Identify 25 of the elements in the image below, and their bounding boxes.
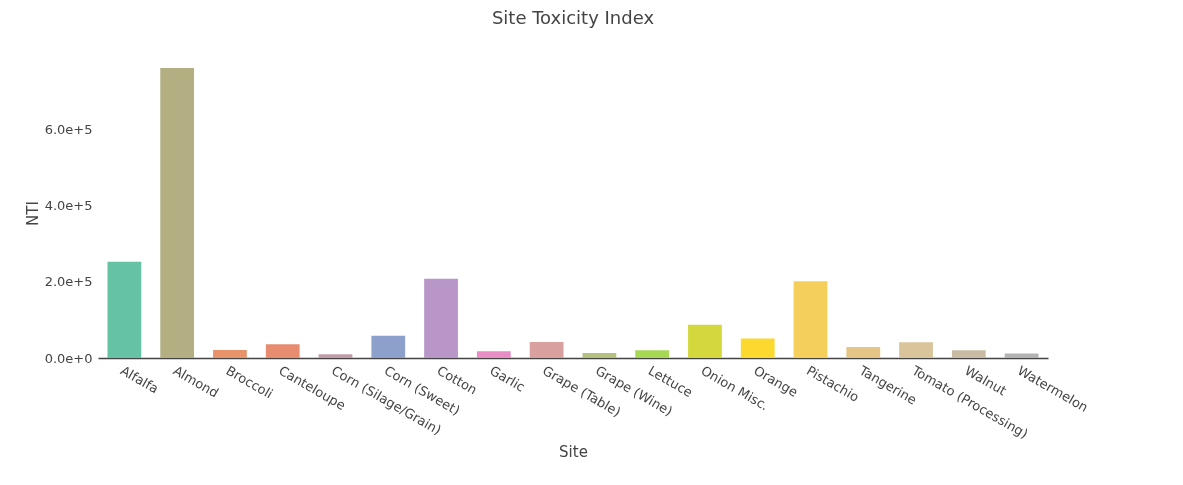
- x-axis-title: Site: [559, 443, 588, 462]
- bar: [213, 349, 247, 358]
- y-tick-label: 4.0e+5: [44, 197, 93, 213]
- y-axis-title: NTI: [23, 201, 42, 226]
- bar: [265, 344, 300, 358]
- bar: [160, 68, 195, 358]
- y-tick-label: 0.0e+0: [44, 350, 93, 366]
- bar: [371, 335, 406, 358]
- y-tick-label: 2.0e+5: [44, 274, 93, 290]
- bar: [476, 351, 511, 358]
- bar: [899, 342, 933, 358]
- bar: [688, 324, 722, 358]
- bar: [951, 350, 986, 358]
- bar: [529, 341, 564, 358]
- bar: [846, 346, 881, 358]
- bar: [107, 261, 142, 358]
- y-tick-label: 6.0e+5: [44, 121, 93, 137]
- bar: [740, 338, 775, 358]
- bar: [1004, 353, 1039, 358]
- bar: [635, 350, 670, 358]
- bar: [582, 353, 617, 358]
- bar: [318, 354, 353, 358]
- chart-title: Site Toxicity Index: [491, 7, 655, 28]
- bar: [424, 278, 458, 358]
- bar: [793, 281, 828, 358]
